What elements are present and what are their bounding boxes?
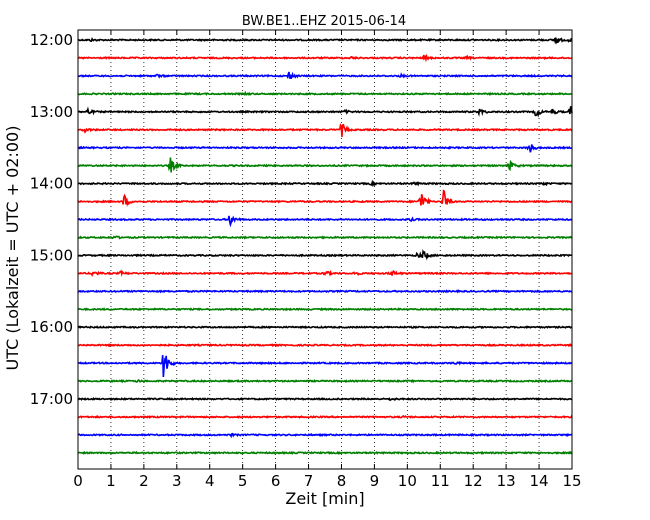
trace-1530 — [77, 289, 573, 294]
trace-1545 — [78, 307, 573, 312]
y-axis-ticks: 12:00 13:00 14:00 15:00 16:00 17:00 — [30, 31, 572, 408]
trace-1745 — [77, 450, 573, 455]
x-tick-label: 11 — [431, 472, 450, 490]
trace-1245 — [77, 90, 573, 96]
trace-1715 — [77, 414, 573, 419]
trace-1615 — [77, 342, 573, 348]
x-tick-label: 4 — [205, 472, 215, 490]
trace-1330 — [77, 144, 573, 153]
x-tick-label: 5 — [238, 472, 248, 490]
trace-1445 — [77, 235, 573, 240]
trace-1730 — [77, 432, 573, 439]
trace-1300 — [77, 106, 573, 118]
x-tick-label: 1 — [106, 472, 116, 490]
trace-1515 — [77, 269, 573, 278]
x-tick-label: 2 — [139, 472, 149, 490]
x-axis-ticks: 0 1 2 3 4 5 6 7 8 9 10 11 12 13 14 15 — [73, 30, 582, 490]
x-tick-label: 14 — [530, 472, 549, 490]
trace-1200 — [77, 37, 573, 45]
x-tick-label: 3 — [172, 472, 182, 490]
trace-1700 — [77, 396, 573, 402]
x-tick-label: 15 — [562, 472, 581, 490]
trace-1400 — [77, 179, 573, 188]
x-tick-label: 9 — [370, 472, 380, 490]
trace-1215 — [77, 53, 573, 63]
y-tick-label: 17:00 — [30, 390, 73, 408]
trace-1500 — [77, 248, 573, 261]
trace-1415 — [77, 189, 573, 207]
y-tick-label: 16:00 — [30, 318, 73, 336]
y-tick-label: 12:00 — [30, 31, 73, 49]
x-axis-label: Zeit [min] — [285, 489, 364, 508]
y-tick-label: 13:00 — [30, 103, 73, 121]
x-tick-label: 8 — [337, 472, 347, 490]
trace-1230 — [77, 71, 573, 80]
x-tick-label: 12 — [464, 472, 483, 490]
trace-1630 — [77, 355, 573, 377]
y-tick-label: 15:00 — [30, 246, 73, 264]
y-axis-label: UTC (Lokalzeit = UTC + 02:00) — [3, 126, 22, 371]
trace-1645 — [77, 378, 573, 384]
trace-1430 — [77, 215, 573, 228]
trace-1600 — [77, 325, 573, 330]
grid-lines — [110, 30, 540, 469]
x-tick-label: 7 — [304, 472, 314, 490]
x-tick-label: 13 — [497, 472, 516, 490]
x-tick-label: 6 — [271, 472, 281, 490]
y-tick-label: 14:00 — [30, 175, 73, 193]
traces — [77, 37, 573, 455]
x-tick-label: 10 — [398, 472, 417, 490]
plot-frame — [77, 29, 573, 470]
trace-1315 — [77, 123, 573, 137]
trace-1345 — [77, 157, 573, 173]
x-tick-label: 0 — [73, 472, 83, 490]
chart-title: BW.BE1..EHZ 2015-06-14 — [242, 14, 406, 29]
